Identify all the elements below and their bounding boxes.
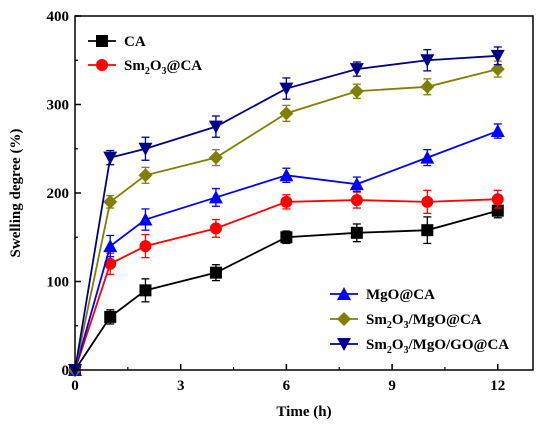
data-point bbox=[279, 168, 294, 182]
legend-label: Sm2O3/MgO@CA bbox=[366, 312, 482, 331]
y-axis-title: Swelling degree (%) bbox=[8, 129, 24, 258]
series-line bbox=[74, 54, 498, 371]
legend-lower: MgO@CA Sm2O3/MgO@CA Sm2O3/MgO/GO@CA bbox=[330, 287, 509, 356]
data-point bbox=[138, 168, 153, 183]
data-point bbox=[490, 62, 505, 77]
data-point bbox=[139, 284, 152, 297]
legend-marker bbox=[337, 312, 351, 326]
x-tick-label: 12 bbox=[490, 378, 505, 394]
data-point bbox=[349, 63, 364, 77]
series-line bbox=[74, 130, 499, 371]
data-point bbox=[103, 239, 118, 253]
data-point bbox=[103, 194, 118, 209]
legend-label: Sm2O3/MgO/GO@CA bbox=[366, 337, 509, 356]
series-4 bbox=[68, 46, 505, 377]
y-tick-label: 300 bbox=[47, 98, 70, 114]
data-point bbox=[209, 222, 222, 235]
legend-item: MgO@CA bbox=[330, 287, 435, 303]
series-0 bbox=[69, 202, 504, 376]
data-point bbox=[208, 150, 223, 165]
series-line bbox=[74, 68, 498, 371]
y-tick-label: 0 bbox=[62, 363, 70, 379]
data-point bbox=[208, 120, 223, 134]
data-point bbox=[280, 231, 293, 244]
series-3 bbox=[68, 60, 505, 377]
data-point bbox=[279, 106, 294, 121]
x-tick-label: 0 bbox=[71, 378, 79, 394]
data-point bbox=[350, 194, 363, 207]
x-tick-label: 3 bbox=[177, 378, 185, 394]
series-line bbox=[74, 198, 498, 371]
data-point bbox=[350, 226, 363, 239]
data-point bbox=[490, 49, 505, 63]
legend-item: CA bbox=[88, 34, 146, 50]
x-tick-label: 9 bbox=[388, 378, 396, 394]
data-point bbox=[420, 54, 435, 68]
data-point bbox=[420, 150, 435, 164]
axes: 0 3 6 9 12 0 100 200 300 400 bbox=[47, 9, 506, 394]
data-point bbox=[208, 190, 223, 204]
data-point bbox=[490, 124, 505, 138]
data-point bbox=[420, 79, 435, 94]
legend-marker bbox=[96, 59, 108, 71]
data-point bbox=[138, 142, 153, 156]
data-point bbox=[209, 266, 222, 279]
x-tick-label: 6 bbox=[283, 378, 291, 394]
legend-item: Sm2O3/MgO/GO@CA bbox=[330, 337, 509, 356]
y-tick-label: 100 bbox=[47, 275, 70, 291]
data-point bbox=[349, 84, 364, 99]
legend-label: CA bbox=[124, 34, 146, 50]
legend-label: Sm2O3@CA bbox=[124, 58, 202, 77]
legend-upper: CA Sm2O3@CA bbox=[88, 34, 202, 77]
data-point bbox=[103, 151, 118, 165]
legend-label: MgO@CA bbox=[366, 287, 435, 303]
plot-area bbox=[68, 46, 505, 377]
legend-marker bbox=[337, 338, 351, 351]
legend-marker bbox=[96, 35, 108, 47]
data-point bbox=[104, 257, 117, 270]
data-point bbox=[138, 212, 153, 226]
legend-marker bbox=[337, 287, 351, 300]
y-tick-label: 400 bbox=[47, 9, 70, 25]
data-point bbox=[280, 195, 293, 208]
data-point bbox=[279, 82, 294, 96]
data-point bbox=[421, 195, 434, 208]
data-point bbox=[421, 224, 434, 237]
data-point bbox=[104, 310, 117, 323]
legend-item: Sm2O3@CA bbox=[88, 58, 202, 77]
data-point bbox=[491, 193, 504, 206]
data-point bbox=[349, 177, 364, 191]
data-point bbox=[139, 240, 152, 253]
legend-item: Sm2O3/MgO@CA bbox=[330, 312, 482, 331]
x-axis-title: Time (h) bbox=[276, 404, 331, 420]
y-tick-label: 200 bbox=[47, 186, 70, 202]
